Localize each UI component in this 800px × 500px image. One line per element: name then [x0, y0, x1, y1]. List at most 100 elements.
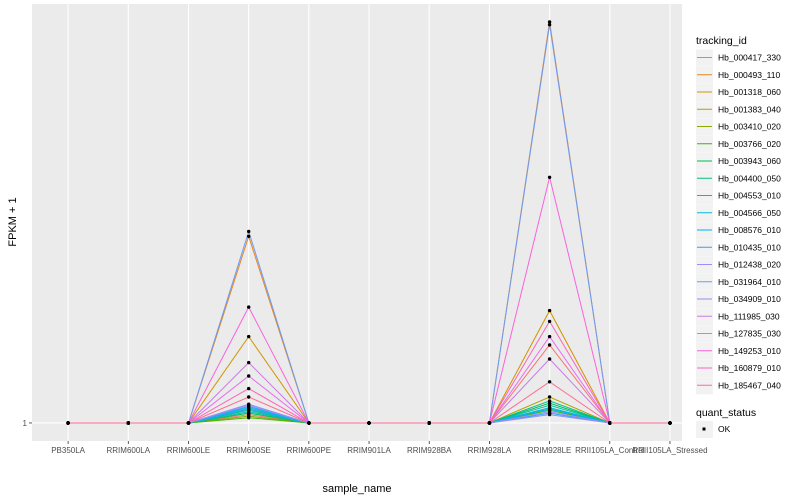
shape-legend: quant_status OK: [696, 407, 756, 438]
data-point: [247, 374, 251, 378]
legend-key: [696, 153, 713, 170]
legend-key: [696, 187, 713, 205]
data-point: [547, 319, 552, 324]
x-tick-label: RRIM928LE: [528, 446, 572, 455]
legend-label: Hb_008576_010: [718, 225, 781, 235]
data-point: [547, 343, 552, 347]
legend-label: Hb_004553_010: [718, 191, 781, 201]
data-point: [487, 421, 492, 425]
y-tick-labels: 1: [23, 419, 32, 428]
legend-key: [696, 377, 713, 395]
x-tick-label: RRII105LA_Stressed: [632, 446, 707, 455]
legend: tracking_id Hb_000417_330Hb_000493_110Hb…: [696, 35, 781, 395]
shape-legend-key-point: [702, 427, 706, 431]
data-point: [247, 410, 251, 414]
legend-label: Hb_000417_330: [718, 53, 781, 63]
legend-label: Hb_031964_010: [718, 277, 781, 287]
shape-legend-items: OK: [696, 421, 731, 438]
legend-key: [696, 308, 713, 326]
x-tick-label: RRII105LA_Control: [575, 446, 645, 455]
legend-label: Hb_111985_030: [718, 311, 780, 321]
x-tick-label: RRIM600PE: [287, 446, 331, 455]
legend-key: [696, 135, 713, 153]
x-tick-label: RRIM928BA: [407, 446, 452, 455]
data-point: [307, 421, 311, 425]
series-points: [66, 20, 672, 425]
legend-label: Hb_000493_110: [718, 70, 781, 80]
y-tick-label: 1: [23, 419, 28, 428]
x-tick-label: RRIM600LA: [107, 446, 151, 455]
data-point: [547, 334, 552, 339]
data-point: [547, 23, 552, 27]
legend-key: [696, 101, 713, 119]
legend-key: [696, 342, 713, 360]
data-point: [247, 360, 251, 365]
x-tick-label: RRIM928LA: [468, 446, 512, 455]
data-point: [247, 386, 251, 391]
legend-label: Hb_001383_040: [718, 104, 781, 114]
legend-key: [696, 204, 713, 222]
legend-key: [696, 239, 713, 257]
data-point: [608, 421, 612, 425]
legend-key: [696, 170, 713, 188]
y-axis-title: FPKM + 1: [7, 197, 19, 246]
x-tick-label: PB350LA: [51, 446, 85, 455]
data-point: [547, 20, 552, 24]
data-point: [247, 334, 251, 339]
x-tick-label: RRIM600LE: [167, 446, 211, 455]
legend-label: Hb_004400_050: [718, 173, 781, 183]
x-tick-labels: PB350LA RRIM600LA RRIM600LE RRIM600SE RRIM60…: [51, 441, 708, 455]
data-point: [367, 421, 371, 425]
data-point: [247, 407, 251, 411]
legend-key: [696, 84, 713, 101]
data-point: [247, 395, 251, 399]
data-point: [247, 305, 251, 309]
plot-panel: [32, 4, 682, 441]
legend-key: [696, 222, 713, 239]
legend-label: Hb_185467_040: [718, 380, 781, 390]
data-point: [547, 175, 552, 179]
data-point: [547, 395, 552, 399]
data-point: [547, 410, 552, 414]
data-point: [66, 421, 70, 425]
data-point: [547, 403, 552, 407]
legend-label: Hb_001318_060: [718, 87, 781, 97]
legend-key: [696, 273, 713, 291]
legend-label: Hb_160879_010: [718, 363, 781, 373]
data-point: [668, 421, 672, 425]
data-point: [547, 357, 552, 361]
data-point: [547, 412, 552, 417]
data-point: [547, 308, 552, 313]
legend-key: [696, 325, 713, 343]
legend-key: [696, 118, 713, 136]
data-point: [126, 421, 130, 425]
data-point: [547, 380, 552, 384]
legend-label: Hb_010435_010: [718, 242, 781, 252]
x-tick-label: RRIM600SE: [226, 446, 270, 455]
grid-major: [32, 4, 682, 441]
legend-key: [696, 256, 713, 274]
legend-label: Hb_003943_060: [718, 156, 781, 166]
legend-key: [696, 49, 713, 67]
legend-label: Hb_127835_030: [718, 329, 781, 339]
data-point: [547, 399, 552, 403]
x-axis-title: sample_name: [322, 483, 391, 495]
data-point: [547, 407, 552, 411]
legend-label: Hb_034909_010: [718, 294, 781, 304]
x-tick-label: RRIM901LA: [347, 446, 391, 455]
legend-items: Hb_000417_330 Hb_000493_110 Hb_001318_060 H…: [696, 49, 781, 395]
legend-label: Hb_003410_020: [718, 122, 781, 132]
legend-label: Hb_012438_020: [718, 260, 781, 270]
data-point: [247, 416, 251, 420]
data-point: [247, 234, 251, 238]
legend-label: Hb_004566_050: [718, 208, 781, 218]
legend-title: tracking_id: [696, 35, 747, 47]
shape-legend-title: quant_status: [696, 407, 756, 419]
data-point: [427, 421, 431, 425]
shape-legend-label: OK: [718, 424, 731, 434]
legend-key: [696, 66, 713, 84]
data-point: [247, 402, 251, 406]
legend-label: Hb_003766_020: [718, 139, 781, 149]
legend-key: [696, 360, 713, 377]
